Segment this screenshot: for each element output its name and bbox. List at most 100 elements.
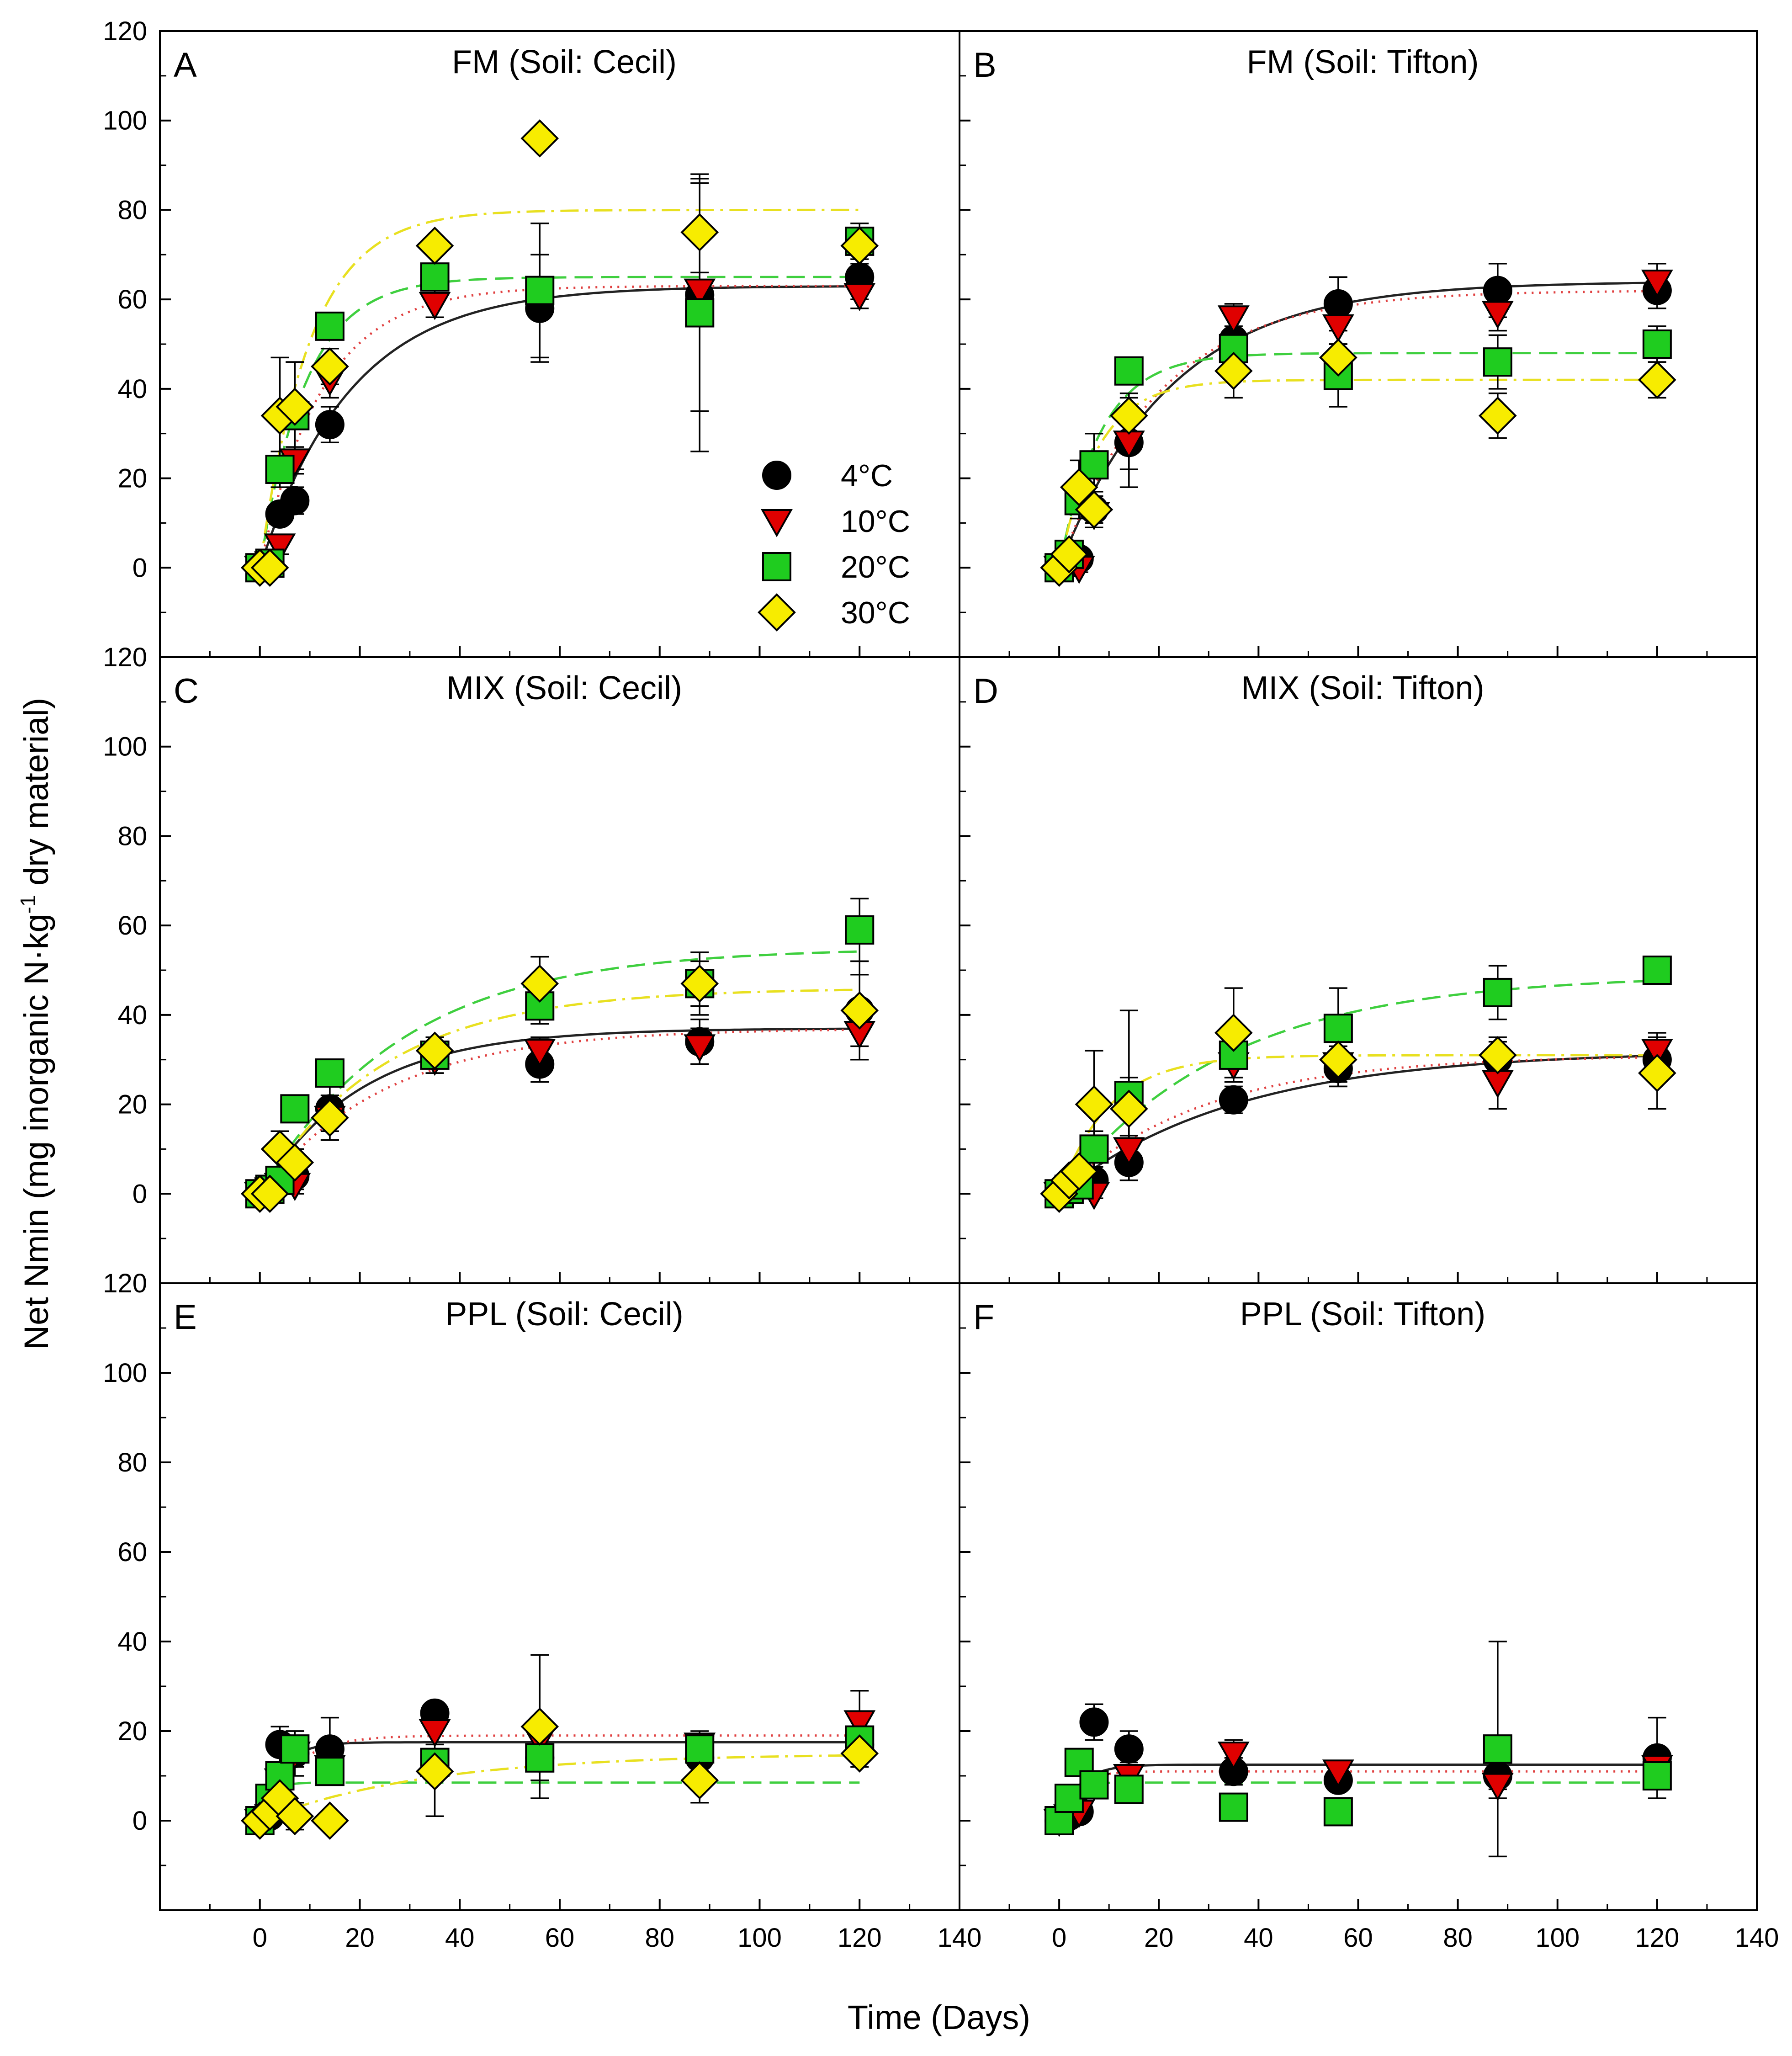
x-tick-label: 0 (1052, 1923, 1066, 1953)
data-point-s30 (1214, 351, 1253, 390)
y-tick-label: 60 (117, 285, 147, 314)
y-tick-label: 40 (117, 1000, 147, 1030)
x-tick-label: 40 (445, 1923, 475, 1953)
fit-curve-s4 (259, 285, 860, 568)
fit-curve-s20 (259, 276, 860, 568)
data-point-s4 (315, 410, 345, 440)
fit-curve-s4 (1058, 282, 1657, 568)
fit-curve-s30 (259, 988, 860, 1195)
data-point-s20 (1483, 1734, 1512, 1764)
data-point-s4 (1079, 1707, 1109, 1737)
fit-curve-s30 (1058, 1054, 1657, 1195)
data-point-s10 (843, 1710, 876, 1738)
fit-curve-s20 (1058, 1781, 1657, 1821)
data-point-s30 (1479, 1036, 1517, 1074)
data-point-s20 (1642, 956, 1672, 985)
data-point-s10 (1481, 1070, 1514, 1099)
data-point-s20 (845, 915, 875, 945)
data-point-s30 (680, 964, 719, 1003)
panel-letter: C (174, 672, 199, 711)
data-point-s30 (1109, 396, 1148, 435)
data-point-s20 (1079, 1770, 1109, 1800)
data-point-s30 (250, 548, 289, 587)
data-point-s20 (315, 311, 345, 341)
data-point-s20 (420, 262, 450, 292)
data-point-s10 (843, 283, 876, 311)
panel-b: B FM (Soil: Tifton) (959, 30, 1758, 658)
x-tick-label: 20 (1144, 1923, 1174, 1953)
fit-curve-s4 (259, 1741, 860, 1821)
panel-c: 0 20 40 60 80 100 120 C MIX (Soil: Cecil) (103, 643, 960, 1284)
x-tick-label: 100 (737, 1923, 782, 1953)
fit-curve-s4 (1058, 1764, 1657, 1821)
data-point-s30 (415, 1031, 454, 1070)
panel-title: PPL (Soil: Cecil) (445, 1296, 683, 1333)
fit-curve-s10 (259, 285, 860, 568)
fit-curve-s20 (1058, 352, 1657, 568)
data-point-s10 (1481, 301, 1514, 329)
data-point-s30 (1050, 535, 1088, 574)
legend-label: 30°C (841, 595, 910, 630)
data-point-s30 (1060, 468, 1098, 506)
data-point-s30 (1060, 1152, 1098, 1191)
panel-letter: F (973, 1298, 994, 1337)
fit-curve-s4 (1058, 1054, 1657, 1195)
x-tick-label: 40 (1244, 1923, 1273, 1953)
data-point-s30 (1214, 1014, 1253, 1052)
fit-curve-s30 (1058, 378, 1657, 568)
data-point-s10 (419, 292, 451, 320)
data-point-s20 (315, 1058, 345, 1088)
fit-curve-s10 (1058, 1056, 1657, 1195)
fit-curve-s20 (1058, 979, 1657, 1195)
y-tick-label: 120 (103, 643, 147, 672)
data-point-s20 (1642, 1761, 1672, 1790)
data-point-s30 (1319, 338, 1357, 377)
data-point-s20 (1114, 1774, 1144, 1804)
panel-letter: B (973, 46, 997, 85)
data-point-s10 (524, 1039, 556, 1067)
data-point-s30 (1638, 1054, 1676, 1092)
data-point-s20 (1323, 1797, 1353, 1827)
fit-curve-s10 (1058, 1770, 1657, 1821)
y-tick-label: 0 (133, 1179, 147, 1209)
data-point-s20 (1054, 1784, 1084, 1813)
data-point-s20 (1219, 1792, 1248, 1822)
panel-letter: D (973, 672, 998, 711)
panel-title: MIX (Soil: Tifton) (1241, 670, 1484, 707)
data-point-s4 (1114, 1734, 1144, 1764)
data-point-s30 (1479, 396, 1517, 435)
data-point-s30 (311, 1801, 349, 1840)
data-point-s4 (1483, 276, 1512, 305)
data-point-s30 (415, 1752, 454, 1791)
data-point-s30 (1319, 1040, 1357, 1079)
data-point-s30 (250, 1174, 289, 1213)
legend-marker-s10 (761, 509, 793, 537)
y-tick-label: 80 (117, 195, 147, 225)
y-tick-label: 0 (133, 1806, 147, 1836)
y-tick-label: 0 (133, 553, 147, 583)
data-point-s10 (1322, 314, 1354, 343)
panel-title: MIX (Soil: Cecil) (446, 670, 682, 707)
data-point-s10 (419, 1719, 451, 1748)
data-point-s20 (1323, 1014, 1353, 1043)
legend-marker-s20 (762, 552, 791, 581)
panel-a: 0 20 40 60 80 100 120 A FM (Soil: Cecil) 4°C 10°C 2… (103, 16, 960, 658)
y-tick-label: 100 (103, 106, 147, 136)
legend-marker-s4 (762, 461, 791, 490)
x-tick-label: 80 (1443, 1923, 1473, 1953)
data-point-s20 (315, 1757, 345, 1786)
legend: 4°C 10°C 20°C 30°C (758, 458, 910, 632)
panel-title: FM (Soil: Tifton) (1246, 44, 1479, 80)
x-tick-label: 120 (1635, 1923, 1679, 1953)
fit-curve-s20 (259, 950, 860, 1195)
y-tick-label: 120 (103, 1269, 147, 1298)
panels-layer: 0 20 40 60 80 100 120 A FM (Soil: Cecil) 4°C 10°C 2… (103, 16, 1779, 1953)
data-point-s30 (415, 226, 454, 265)
data-point-s30 (276, 1797, 314, 1836)
y-tick-label: 40 (117, 374, 147, 404)
data-point-s4 (1219, 1085, 1248, 1115)
y-tick-label: 20 (117, 1090, 147, 1120)
fit-curve-s20 (259, 1781, 860, 1821)
data-point-s10 (684, 1034, 716, 1063)
